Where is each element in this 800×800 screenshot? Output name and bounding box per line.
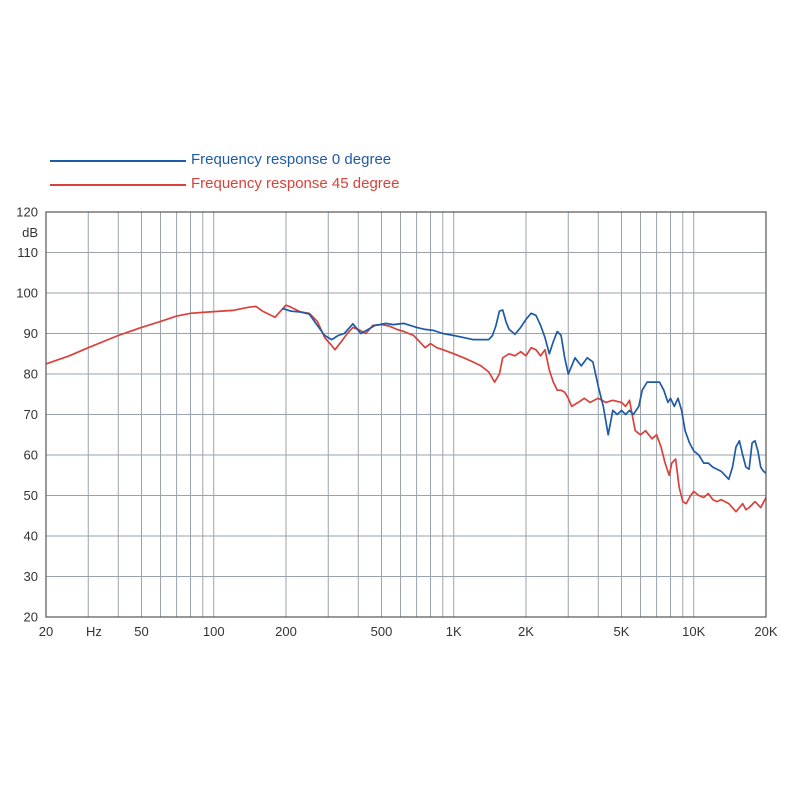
series-line-0-degree (282, 307, 767, 481)
legend-label-0-degree: Frequency response 0 degree (191, 151, 391, 168)
x-tick-label: 10K (682, 624, 705, 639)
x-tick-label: 1K (446, 624, 462, 639)
y-tick-label: 50 (24, 488, 38, 503)
x-tick-label: 50 (134, 624, 148, 639)
x-axis-unit-label: Hz (86, 624, 102, 639)
y-tick-label: 40 (24, 529, 38, 544)
x-tick-label: 20K (754, 624, 777, 639)
series-group (45, 304, 767, 513)
x-tick-label: 5K (614, 624, 630, 639)
x-tick-label: 2K (518, 624, 534, 639)
y-tick-label: 90 (24, 326, 38, 341)
x-tick-label: 500 (371, 624, 393, 639)
x-tick-labels: 20 50 100 200 500 1K 2K 5K 10K 20K (39, 624, 778, 639)
y-tick-label: 60 (24, 448, 38, 463)
plot-frame (45, 211, 767, 618)
x-tick-label: 200 (275, 624, 297, 639)
y-axis-unit-label: dB (22, 225, 38, 240)
x-tick-label: 100 (203, 624, 225, 639)
y-tick-label: 110 (17, 245, 38, 260)
y-tick-labels: 20 30 40 50 60 70 80 90 100 110 120 (16, 205, 38, 625)
legend-label-45-degree: Frequency response 45 degree (191, 175, 399, 192)
y-tick-label: 120 (16, 205, 38, 220)
series-line-45-degree (45, 304, 767, 513)
y-tick-label: 30 (24, 569, 38, 584)
legend: Frequency response 0 degree Frequency res… (50, 151, 399, 192)
y-tick-label: 100 (16, 286, 38, 301)
x-tick-label: 20 (39, 624, 53, 639)
y-tick-label: 80 (24, 367, 38, 382)
y-tick-label: 20 (24, 610, 38, 625)
y-tick-label: 70 (24, 407, 38, 422)
